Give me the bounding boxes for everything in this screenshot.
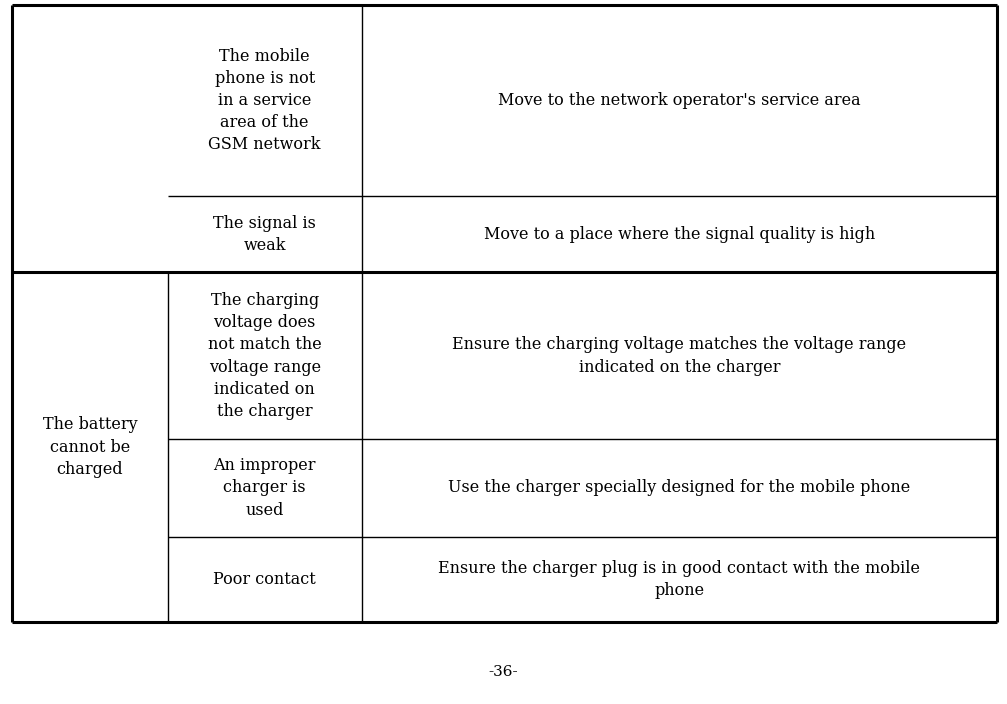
- Text: The charging
voltage does
not match the
voltage range
indicated on
the charger: The charging voltage does not match the …: [207, 292, 321, 420]
- Text: The signal is
weak: The signal is weak: [213, 215, 316, 253]
- Text: The mobile
phone is not
in a service
area of the
GSM network: The mobile phone is not in a service are…: [208, 48, 321, 153]
- Text: Ensure the charger plug is in good contact with the mobile
phone: Ensure the charger plug is in good conta…: [438, 560, 920, 599]
- Text: Move to the network operator's service area: Move to the network operator's service a…: [498, 92, 861, 109]
- Text: Use the charger specially designed for the mobile phone: Use the charger specially designed for t…: [448, 479, 910, 496]
- Text: Ensure the charging voltage matches the voltage range
indicated on the charger: Ensure the charging voltage matches the …: [452, 337, 906, 375]
- Text: The battery
cannot be
charged: The battery cannot be charged: [42, 417, 137, 478]
- Text: Poor contact: Poor contact: [213, 571, 316, 588]
- Text: Move to a place where the signal quality is high: Move to a place where the signal quality…: [483, 226, 875, 243]
- Text: An improper
charger is
used: An improper charger is used: [213, 458, 316, 519]
- Text: -36-: -36-: [488, 665, 519, 679]
